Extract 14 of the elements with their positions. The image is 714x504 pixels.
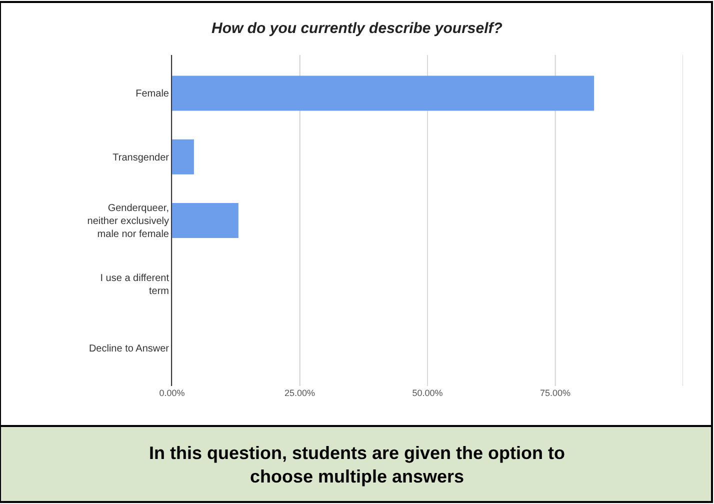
y-tick-label: Decline to Answer (88, 343, 170, 354)
x-tick-label: 50.00% (412, 388, 443, 398)
chart-title: How do you currently describe yourself? (212, 20, 502, 38)
x-tick-label: 25.00% (284, 388, 316, 398)
bar (172, 139, 194, 174)
y-tick-label: Transgender (112, 152, 170, 164)
text: In this question, students are given the option to choose multiple answers (149, 443, 566, 486)
x-tick-label: 0.00% (159, 388, 185, 398)
x-tick-label: 75.00% (540, 388, 571, 398)
y-tick-label: Genderqueer, neither exclusively male nor female (87, 203, 170, 240)
bar (172, 76, 594, 111)
bar (172, 203, 238, 238)
y-tick-label: Female (136, 88, 170, 100)
y-tick-label: I use a different term (100, 273, 170, 298)
